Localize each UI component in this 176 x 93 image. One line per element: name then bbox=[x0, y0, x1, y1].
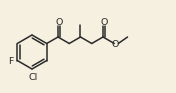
Text: F: F bbox=[9, 57, 14, 66]
Text: Cl: Cl bbox=[28, 73, 38, 81]
Text: O: O bbox=[112, 40, 119, 49]
Text: O: O bbox=[55, 17, 63, 27]
Text: O: O bbox=[100, 17, 108, 27]
